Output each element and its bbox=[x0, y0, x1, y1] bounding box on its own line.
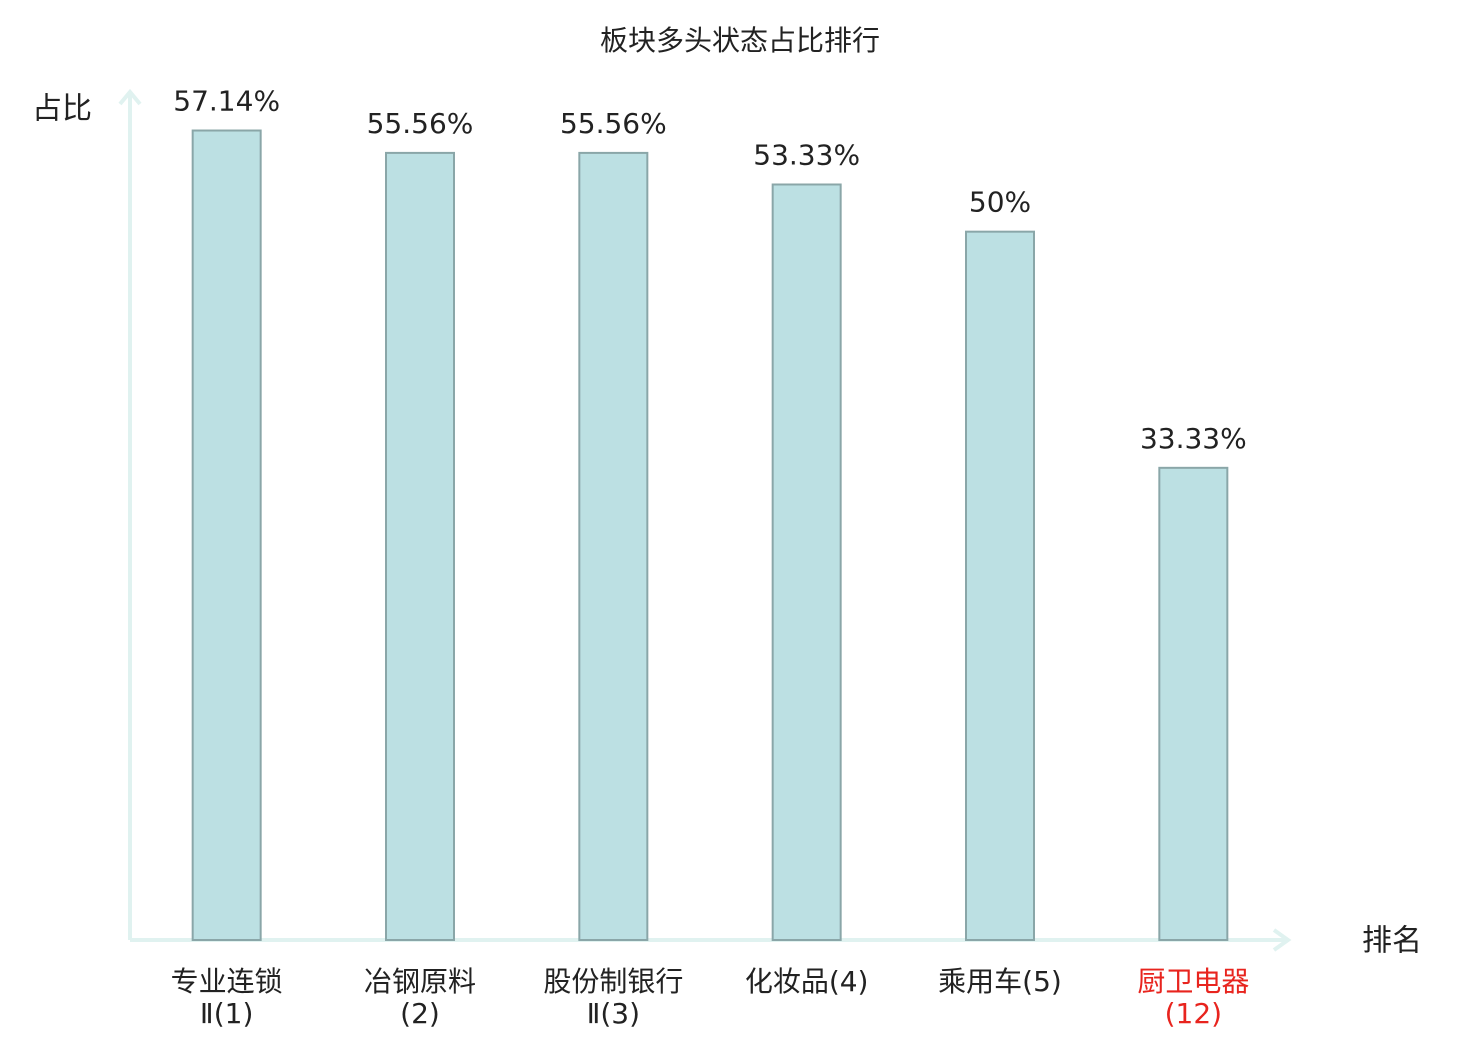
value-label: 57.14% bbox=[173, 85, 280, 118]
x-tick-label: 股份制银行Ⅱ(3) bbox=[543, 965, 684, 1030]
bar bbox=[578, 151, 649, 941]
y-axis-label: 占比 bbox=[32, 92, 92, 127]
bar bbox=[191, 129, 262, 941]
x-tick-label: 冶钢原料(2) bbox=[363, 965, 476, 1030]
x-tick-label: 乘用车(5) bbox=[938, 965, 1062, 998]
bar bbox=[385, 151, 455, 941]
x-tick-label: 专业连锁Ⅱ(1) bbox=[170, 965, 283, 1030]
y-arrow bbox=[118, 88, 142, 106]
value-label: 55.56% bbox=[560, 107, 667, 140]
bar bbox=[965, 230, 1035, 941]
chart-title: 板块多头状态占比排行 bbox=[600, 24, 880, 57]
axes bbox=[118, 88, 1292, 952]
bar bbox=[1158, 466, 1229, 941]
x-tick-label: 厨卫电器(12) bbox=[1137, 965, 1250, 1030]
x-axis-label: 排名 bbox=[1362, 924, 1422, 959]
x-tick-label: 化妆品(4) bbox=[744, 965, 869, 998]
value-label: 55.56% bbox=[367, 107, 474, 140]
value-label: 50% bbox=[969, 186, 1031, 219]
bar bbox=[771, 183, 842, 942]
value-label: 53.33% bbox=[753, 138, 860, 171]
x-arrow bbox=[1272, 928, 1292, 952]
value-label: 33.33% bbox=[1140, 422, 1247, 455]
